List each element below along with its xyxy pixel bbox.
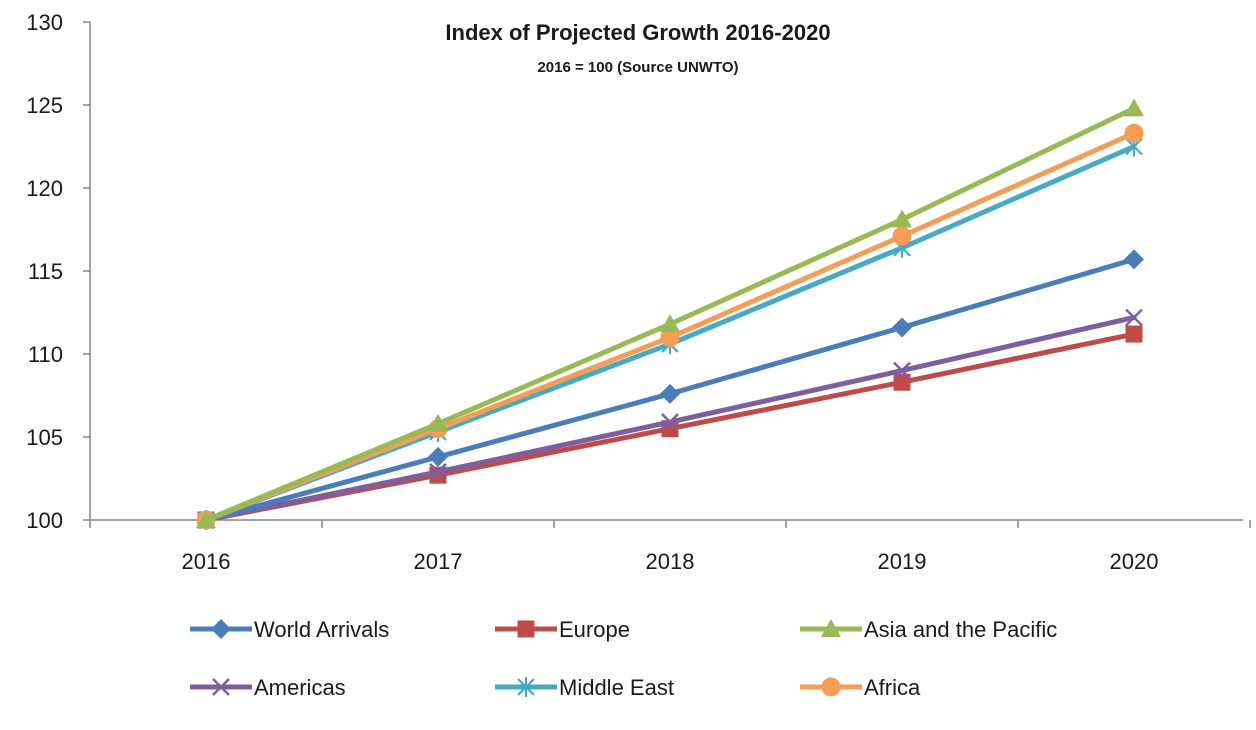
legend-item-europe: Europe xyxy=(495,617,630,642)
data-point-americas xyxy=(893,361,911,380)
data-point-asia-and-the-pacific xyxy=(196,510,216,528)
axes: 100 105 110 115 120 125 130 2016 2017 2018 2019 202… xyxy=(26,10,1251,574)
data-point-europe xyxy=(893,373,911,391)
legend-label-asia-and-the-pacific: Asia and the Pacific xyxy=(864,617,1057,642)
x-tick-label: 2016 xyxy=(182,549,231,574)
data-point-world-arrivals xyxy=(428,446,448,467)
y-tick-label: 100 xyxy=(26,508,63,533)
legend-label-americas: Americas xyxy=(254,675,346,700)
legend-marker-middle-east xyxy=(517,677,535,697)
data-point-europe xyxy=(1125,325,1143,343)
series-asia-and-the-pacific xyxy=(196,98,1144,528)
legend-label-middle-east: Middle East xyxy=(559,675,674,700)
chart-subtitle: 2016 = 100 (Source UNWTO) xyxy=(537,59,738,76)
x-tick-label: 2018 xyxy=(646,549,695,574)
y-tick-label: 130 xyxy=(26,10,63,35)
y-tick-label: 120 xyxy=(26,176,63,201)
series-world-arrivals xyxy=(196,249,1144,530)
data-point-world-arrivals xyxy=(660,383,680,404)
data-point-asia-and-the-pacific xyxy=(1124,98,1144,117)
data-point-asia-and-the-pacific xyxy=(428,413,448,432)
legend-item-world-arrivals: World Arrivals xyxy=(190,617,389,642)
legend-marker-europe xyxy=(517,620,535,638)
legend-marker-africa xyxy=(821,677,841,697)
y-tick-label: 105 xyxy=(26,425,63,450)
x-tick-label: 2019 xyxy=(878,549,927,574)
legend-item-africa: Africa xyxy=(800,675,921,700)
legend-marker-asia-and-the-pacific xyxy=(821,619,841,637)
y-tick-label: 125 xyxy=(26,93,63,118)
data-point-africa xyxy=(892,226,912,246)
data-point-americas xyxy=(429,462,447,481)
legend-marker-americas xyxy=(212,678,230,696)
legend-label-africa: Africa xyxy=(864,675,921,700)
data-point-asia-and-the-pacific xyxy=(892,209,912,228)
data-point-africa xyxy=(660,327,680,347)
series-group xyxy=(196,98,1144,530)
legend-label-world-arrivals: World Arrivals xyxy=(254,617,389,642)
chart-title: Index of Projected Growth 2016-2020 xyxy=(445,20,830,45)
legend: World Arrivals Europe Asia and the Pacific… xyxy=(190,617,1057,700)
legend-item-middle-east: Middle East xyxy=(495,675,674,700)
legend-marker-world-arrivals xyxy=(211,619,231,639)
legend-item-asia-and-the-pacific: Asia and the Pacific xyxy=(800,617,1057,642)
data-point-americas xyxy=(1125,308,1143,327)
data-point-world-arrivals xyxy=(1124,249,1144,270)
data-point-world-arrivals xyxy=(892,317,912,338)
data-point-africa xyxy=(1124,123,1144,143)
series-europe xyxy=(197,325,1143,529)
y-tick-label: 110 xyxy=(28,342,63,367)
x-tick-label: 2017 xyxy=(414,549,463,574)
y-tick-label: 115 xyxy=(28,259,63,284)
legend-item-americas: Americas xyxy=(190,675,346,700)
data-point-americas xyxy=(661,413,679,431)
x-tick-label: 2020 xyxy=(1110,549,1159,574)
data-point-asia-and-the-pacific xyxy=(660,314,680,333)
legend-label-europe: Europe xyxy=(559,617,630,642)
